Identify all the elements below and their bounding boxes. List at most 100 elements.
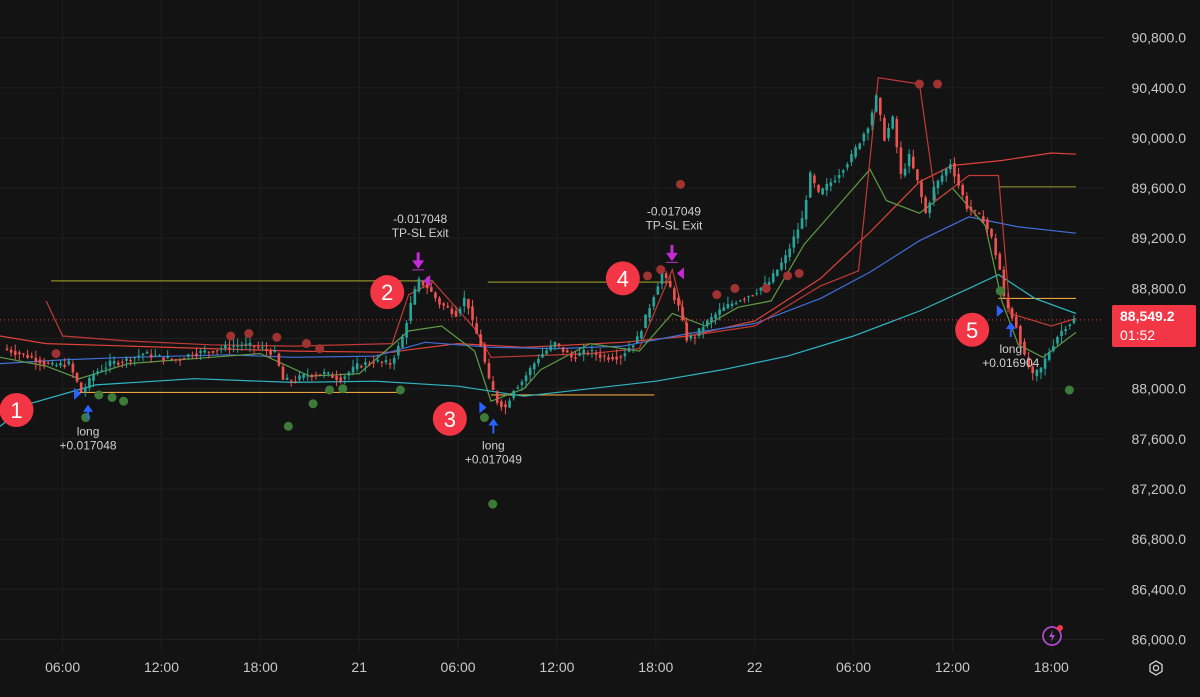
- signal-dot: [315, 344, 325, 354]
- signal-dot: [730, 283, 740, 293]
- candle-body: [30, 356, 34, 358]
- candle-body: [883, 117, 886, 141]
- candle-body: [417, 278, 421, 292]
- candle-body: [545, 350, 548, 354]
- candle-body: [1002, 269, 1006, 297]
- candle-body: [388, 362, 392, 365]
- candle-body: [516, 387, 520, 389]
- candle-body: [1023, 341, 1026, 355]
- candle-body: [796, 229, 800, 239]
- candle-body: [982, 216, 985, 223]
- candle-body: [570, 353, 573, 358]
- candle-body: [825, 184, 829, 191]
- candle-body: [804, 200, 808, 220]
- x-tick-label: 12:00: [144, 659, 179, 675]
- candle-body: [125, 358, 128, 361]
- trade-label: +0.017049: [465, 453, 522, 467]
- signal-dot: [107, 392, 117, 402]
- candle-body: [936, 180, 940, 189]
- candle-body: [664, 273, 668, 279]
- candle-body: [170, 358, 174, 360]
- candle-body: [5, 348, 9, 350]
- candle-body: [776, 269, 779, 276]
- callout-number: 4: [617, 266, 629, 291]
- candle-body: [673, 288, 676, 301]
- candle-body: [145, 352, 149, 354]
- candle-body: [191, 355, 194, 357]
- candle-body: [219, 348, 223, 350]
- candle-body: [495, 391, 499, 403]
- candle-body: [88, 377, 91, 388]
- candle-body: [1072, 318, 1076, 323]
- callout-circle: [0, 393, 34, 428]
- candle-body: [454, 310, 458, 317]
- candle-body: [9, 349, 13, 353]
- gear-icon[interactable]: [1146, 658, 1166, 678]
- candle-body: [1052, 346, 1055, 352]
- candle-body: [920, 181, 923, 197]
- candles: [5, 93, 1076, 415]
- candle-body: [846, 164, 849, 168]
- callout-circle: [605, 261, 640, 296]
- candle-body: [129, 359, 132, 362]
- candle-body: [26, 354, 29, 358]
- candle-body: [520, 381, 524, 385]
- trade-label: +0.016904: [982, 356, 1039, 370]
- exit-arrow-icon: [665, 244, 678, 263]
- candle-body: [944, 168, 948, 176]
- candle-body: [611, 357, 614, 360]
- candle-body: [734, 303, 738, 305]
- candle-body: [891, 116, 894, 129]
- candle-body: [261, 347, 264, 349]
- candle-body: [607, 357, 610, 360]
- flash-icon[interactable]: [1040, 624, 1064, 648]
- candle-body: [368, 363, 371, 365]
- trade-label: long: [77, 425, 100, 439]
- candle-body: [767, 282, 771, 285]
- candle-body: [141, 353, 145, 356]
- signal-dot: [119, 396, 129, 406]
- candle-body: [273, 350, 277, 353]
- signal-dot: [479, 413, 489, 423]
- candle-body: [998, 253, 1002, 270]
- y-tick-label: 88,000.0: [1132, 381, 1187, 397]
- candle-body: [693, 337, 697, 339]
- candle-body: [1068, 324, 1072, 326]
- candle-body: [986, 219, 989, 230]
- candle-body: [479, 334, 483, 347]
- candle-body: [660, 272, 664, 284]
- candle-body: [339, 377, 342, 382]
- candle-body: [528, 368, 532, 376]
- candle-body: [512, 390, 515, 399]
- candle-body: [116, 362, 120, 365]
- candle-body: [644, 314, 647, 329]
- candle-body: [561, 347, 565, 352]
- y-tick-label: 90,400.0: [1132, 80, 1187, 96]
- signal-dot: [94, 390, 104, 400]
- candle-body: [870, 112, 874, 126]
- candle-body: [359, 366, 363, 368]
- signal-dot: [761, 283, 771, 293]
- signal-dot: [995, 286, 1005, 296]
- candle-body: [285, 377, 289, 380]
- candle-body: [833, 180, 837, 183]
- signal-dot: [914, 79, 924, 89]
- candle-body: [335, 376, 338, 380]
- candle-body: [401, 336, 404, 348]
- x-tick-label: 22: [747, 659, 763, 675]
- candle-body: [244, 343, 248, 345]
- candle-body: [1010, 308, 1014, 319]
- long-arrow-icon: [83, 404, 94, 420]
- candle-body: [800, 218, 804, 229]
- candle-body: [162, 357, 165, 361]
- candle-body: [940, 175, 944, 182]
- candle-body: [957, 173, 960, 186]
- indicator-line: [0, 216, 1077, 365]
- candle-body: [380, 361, 384, 363]
- candle-body: [586, 352, 590, 354]
- trade-label: -0.017049: [647, 204, 701, 218]
- candle-body: [42, 361, 46, 365]
- candle-body: [751, 295, 754, 297]
